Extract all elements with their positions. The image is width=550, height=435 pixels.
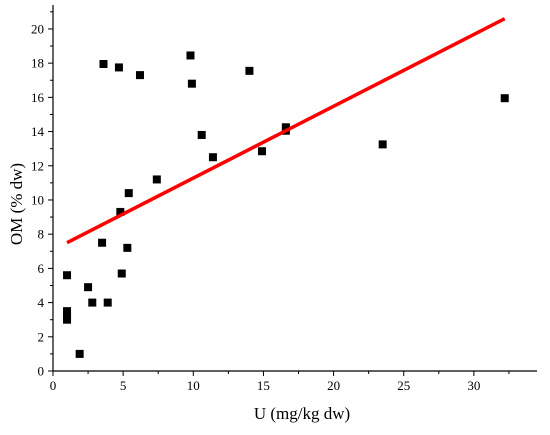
data-point <box>258 147 267 156</box>
data-point <box>187 79 196 88</box>
y-tick-label: 20 <box>31 21 44 36</box>
data-point <box>88 298 97 307</box>
x-tick-label: 30 <box>467 378 480 393</box>
y-tick-label: 6 <box>38 261 45 276</box>
data-point <box>500 94 509 103</box>
y-tick-label: 10 <box>31 192 44 207</box>
data-point <box>123 243 132 252</box>
data-point <box>99 60 108 69</box>
data-point <box>245 66 254 75</box>
y-tick-label: 12 <box>31 158 44 173</box>
data-point <box>63 315 72 324</box>
data-points <box>63 51 509 358</box>
y-axis-ticks: 0 2 4 6 8 10 12 14 16 18 20 <box>31 11 53 379</box>
data-point <box>63 271 72 280</box>
y-tick-label: 2 <box>38 329 45 344</box>
data-point <box>114 63 123 72</box>
y-tick-label: 0 <box>38 364 45 379</box>
data-point <box>135 71 144 80</box>
y-axis-title: OM (% dw) <box>7 163 26 245</box>
data-point <box>116 207 125 216</box>
data-point <box>63 311 72 320</box>
data-point <box>63 307 72 316</box>
data-point <box>75 349 84 358</box>
data-point <box>186 51 195 60</box>
y-tick-label: 14 <box>31 124 45 139</box>
y-tick-label: 8 <box>38 227 45 242</box>
data-point <box>124 189 133 198</box>
data-point <box>281 123 290 132</box>
x-tick-label: 15 <box>257 378 270 393</box>
y-tick-label: 4 <box>38 295 45 310</box>
data-point <box>84 283 93 292</box>
x-tick-label: 20 <box>327 378 340 393</box>
data-point <box>98 238 107 247</box>
x-tick-label: 10 <box>187 378 200 393</box>
data-point <box>197 130 206 139</box>
x-tick-label: 25 <box>397 378 410 393</box>
x-axis-ticks: 0 5 10 15 20 25 30 <box>50 371 510 393</box>
plot-area: 0 5 10 15 20 25 30 0 2 4 6 8 10 12 14 16 18 20 <box>31 5 537 393</box>
y-tick-label: 16 <box>31 90 45 105</box>
data-point <box>208 153 217 162</box>
data-point <box>152 175 161 184</box>
data-point <box>103 298 112 307</box>
y-tick-label: 18 <box>31 56 44 71</box>
data-point <box>117 269 126 278</box>
x-tick-label: 0 <box>50 378 57 393</box>
regression-lines <box>66 17 506 245</box>
x-tick-label: 5 <box>120 378 127 393</box>
regression-line <box>66 17 506 245</box>
x-axis-title: U (mg/kg dw) <box>254 404 350 423</box>
data-point <box>378 140 387 149</box>
